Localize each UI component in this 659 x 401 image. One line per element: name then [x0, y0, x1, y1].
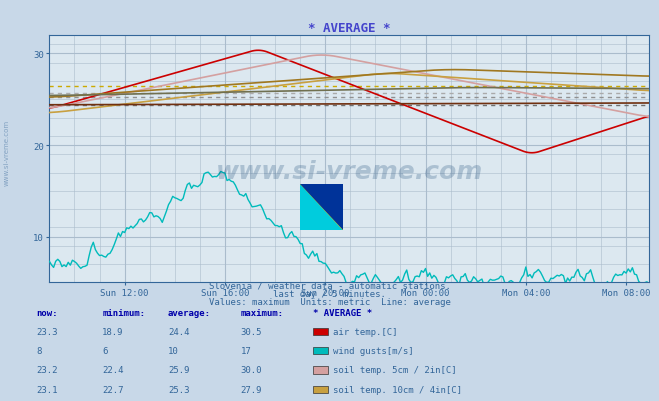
Text: 23.1: 23.1	[36, 385, 58, 394]
Text: Slovenia / weather data - automatic stations.: Slovenia / weather data - automatic stat…	[208, 281, 451, 290]
Text: 24.4: 24.4	[168, 327, 190, 336]
Text: maximum:: maximum:	[241, 308, 283, 317]
Polygon shape	[300, 184, 343, 231]
Text: 10: 10	[168, 346, 179, 355]
Text: last day / 5 minutes.: last day / 5 minutes.	[273, 289, 386, 298]
Text: soil temp. 10cm / 4in[C]: soil temp. 10cm / 4in[C]	[333, 385, 462, 394]
Text: average:: average:	[168, 308, 211, 317]
Text: www.si-vreme.com: www.si-vreme.com	[3, 119, 10, 185]
Text: soil temp. 5cm / 2in[C]: soil temp. 5cm / 2in[C]	[333, 366, 457, 375]
Text: minimum:: minimum:	[102, 308, 145, 317]
Polygon shape	[300, 184, 343, 231]
Text: 23.2: 23.2	[36, 366, 58, 375]
Text: 30.0: 30.0	[241, 366, 262, 375]
Text: Values: maximum  Units: metric  Line: average: Values: maximum Units: metric Line: aver…	[208, 298, 451, 306]
Text: 25.3: 25.3	[168, 385, 190, 394]
Text: 22.4: 22.4	[102, 366, 124, 375]
Text: air temp.[C]: air temp.[C]	[333, 327, 397, 336]
Text: 17: 17	[241, 346, 251, 355]
Text: 30.5: 30.5	[241, 327, 262, 336]
Text: 18.9: 18.9	[102, 327, 124, 336]
Text: 25.9: 25.9	[168, 366, 190, 375]
Text: 23.3: 23.3	[36, 327, 58, 336]
Text: wind gusts[m/s]: wind gusts[m/s]	[333, 346, 413, 355]
Text: 8: 8	[36, 346, 42, 355]
Text: * AVERAGE *: * AVERAGE *	[313, 308, 372, 317]
Title: * AVERAGE *: * AVERAGE *	[308, 22, 391, 35]
Text: now:: now:	[36, 308, 58, 317]
Text: 27.9: 27.9	[241, 385, 262, 394]
Text: 22.7: 22.7	[102, 385, 124, 394]
Text: 6: 6	[102, 346, 107, 355]
Text: www.si-vreme.com: www.si-vreme.com	[215, 160, 483, 184]
